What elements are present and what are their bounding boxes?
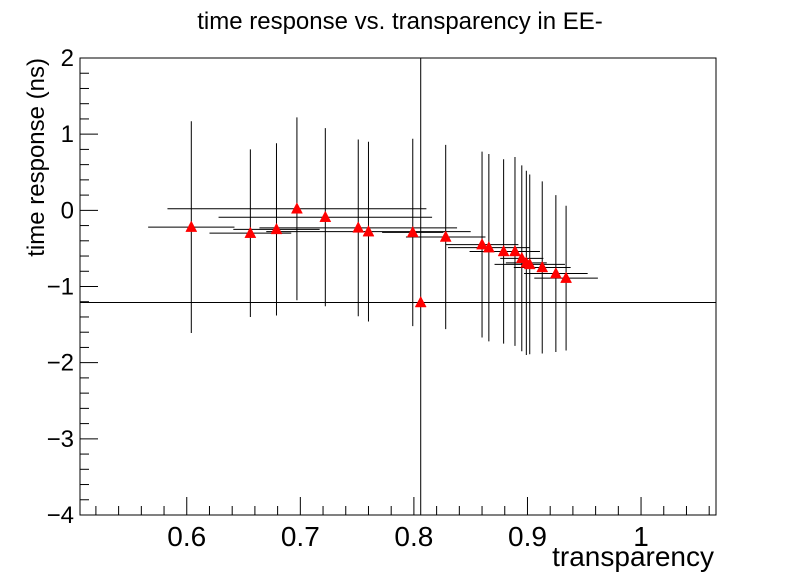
data-point-marker xyxy=(439,230,452,242)
x-axis-label: transparency xyxy=(552,541,714,572)
data-point-marker xyxy=(406,225,419,238)
data-point-marker xyxy=(482,241,495,253)
x-tick-label: 0.8 xyxy=(394,521,433,552)
x-tick-label: 0.9 xyxy=(508,521,547,552)
data-point-marker xyxy=(270,222,283,235)
y-tick-label: −4 xyxy=(47,502,74,529)
data-point-marker xyxy=(362,225,375,237)
data-point-marker xyxy=(185,220,198,232)
data-point-marker xyxy=(560,271,572,283)
axis-ticks xyxy=(80,57,710,516)
x-tick-label: 0.6 xyxy=(167,521,206,552)
y-tick-label: 2 xyxy=(61,45,74,72)
data-point-marker xyxy=(244,226,257,238)
data-point-marker xyxy=(549,267,562,279)
data-point-marker xyxy=(509,244,521,257)
data-point-marker xyxy=(352,221,365,233)
y-axis-label: time response (ns) xyxy=(23,58,50,257)
y-tick-label: −3 xyxy=(47,426,74,453)
y-tick-label: 0 xyxy=(61,197,74,224)
x-tick-label: 1 xyxy=(633,521,649,552)
data-point-marker xyxy=(497,244,510,257)
data-point-marker xyxy=(523,257,536,270)
axis-tick-labels: 0.6 0.7 0.8 0.9 1 2 1 0 −1 −2 −3 −4 xyxy=(47,45,649,552)
data-point-marker xyxy=(476,238,488,250)
y-tick-label: 1 xyxy=(61,121,74,148)
plot-frame xyxy=(79,57,717,516)
data-point-marker xyxy=(414,295,427,308)
data-point-marker xyxy=(536,260,549,273)
y-tick-label: −2 xyxy=(47,350,74,377)
crosshair-lines xyxy=(80,58,716,515)
chart-title: time response vs. transparency in EE- xyxy=(197,8,603,35)
data-point-marker xyxy=(291,202,303,214)
data-point-marker xyxy=(319,210,332,222)
y-tick-label: −1 xyxy=(47,274,74,301)
data-markers xyxy=(185,202,572,308)
x-tick-label: 0.7 xyxy=(281,521,320,552)
